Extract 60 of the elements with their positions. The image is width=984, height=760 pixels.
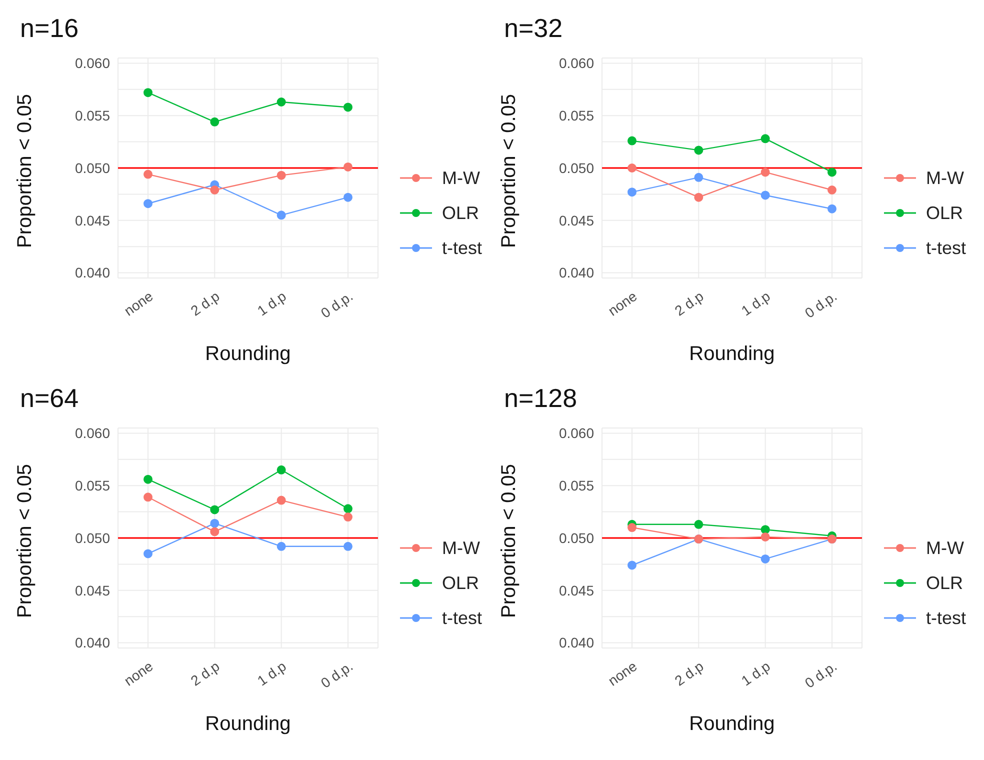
legend-label: M-W: [442, 168, 480, 188]
chart-title: n=128: [503, 382, 578, 415]
x-axis-title: Rounding: [689, 713, 775, 735]
y-tick-label: 0.060: [558, 55, 594, 72]
y-tick-label: 0.055: [558, 108, 594, 124]
legend-label: OLR: [442, 572, 479, 594]
x-axis-title: Rounding: [689, 343, 775, 365]
y-tick-label: 0.040: [558, 264, 594, 281]
x-tick-label: 1 d.p: [738, 288, 774, 319]
legend-label: t-test: [442, 608, 482, 628]
legend-label: t-test: [926, 608, 966, 628]
y-tick-label: 0.045: [558, 212, 594, 228]
y-tick-label: 0.060: [74, 55, 110, 72]
legend-label: t-test: [442, 238, 482, 258]
x-axis-title: Rounding: [205, 713, 291, 735]
y-tick-label: 0.050: [74, 530, 110, 546]
x-tick-label: none: [120, 288, 156, 319]
y-tick-label: 0.055: [74, 478, 110, 494]
x-tick-label: 0 d.p.: [802, 288, 840, 322]
legend-label: OLR: [442, 202, 479, 224]
y-tick-label: 0.040: [74, 634, 110, 651]
x-tick-label: 2 d.p: [672, 658, 707, 689]
y-tick-label: 0.055: [74, 108, 110, 124]
y-tick-label: 0.050: [558, 530, 594, 546]
x-tick-label: 1 d.p: [254, 288, 290, 319]
legend-label: M-W: [926, 538, 964, 558]
x-tick-label: 0 d.p.: [318, 658, 356, 692]
x-tick-label: 0 d.p.: [802, 658, 840, 692]
x-tick-label: none: [120, 658, 156, 689]
legend-label: M-W: [442, 538, 480, 558]
y-tick-label: 0.040: [558, 634, 594, 651]
y-tick-label: 0.045: [74, 582, 110, 598]
y-axis-title: Proportion < 0.05: [14, 464, 36, 618]
y-tick-label: 0.045: [558, 582, 594, 598]
x-tick-label: 1 d.p: [738, 658, 774, 689]
legend-label: OLR: [926, 572, 963, 594]
y-tick-label: 0.060: [558, 425, 594, 442]
x-tick-label: 2 d.p: [188, 658, 223, 689]
legend-label: OLR: [926, 202, 963, 224]
y-tick-label: 0.060: [74, 425, 110, 442]
x-tick-label: none: [604, 658, 640, 689]
y-tick-label: 0.045: [74, 212, 110, 228]
y-tick-label: 0.050: [558, 160, 594, 176]
x-tick-label: none: [604, 288, 640, 319]
legend-label: M-W: [926, 168, 964, 188]
chart-title: n=64: [19, 382, 80, 415]
y-tick-label: 0.050: [74, 160, 110, 176]
y-tick-label: 0.040: [74, 264, 110, 281]
x-tick-label: 2 d.p: [672, 288, 707, 319]
chart-title: n=32: [503, 12, 564, 45]
x-tick-label: 2 d.p: [188, 288, 223, 319]
legend-label: t-test: [926, 238, 966, 258]
y-tick-label: 0.055: [558, 478, 594, 494]
y-axis-title: Proportion < 0.05: [14, 94, 36, 248]
x-tick-label: 1 d.p: [254, 658, 290, 689]
x-tick-label: 0 d.p.: [318, 288, 356, 322]
y-axis-title: Proportion < 0.05: [498, 464, 520, 618]
x-axis-title: Rounding: [205, 343, 291, 365]
chart-title: n=16: [19, 12, 80, 45]
y-axis-title: Proportion < 0.05: [498, 94, 520, 248]
